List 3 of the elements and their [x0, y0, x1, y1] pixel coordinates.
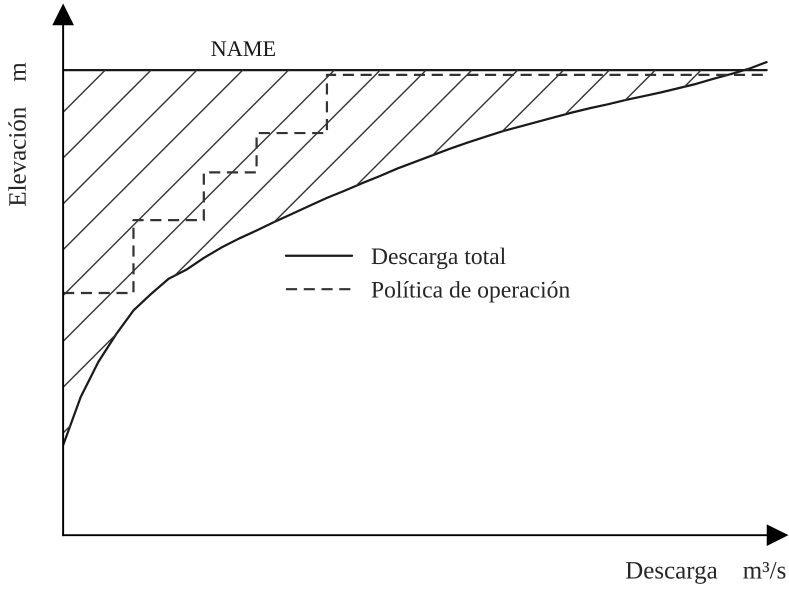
x-axis-title: Descarga m³/s: [626, 562, 786, 584]
series-label: NAME: [211, 41, 275, 56]
y-axis-title: Elevación m: [8, 62, 26, 206]
